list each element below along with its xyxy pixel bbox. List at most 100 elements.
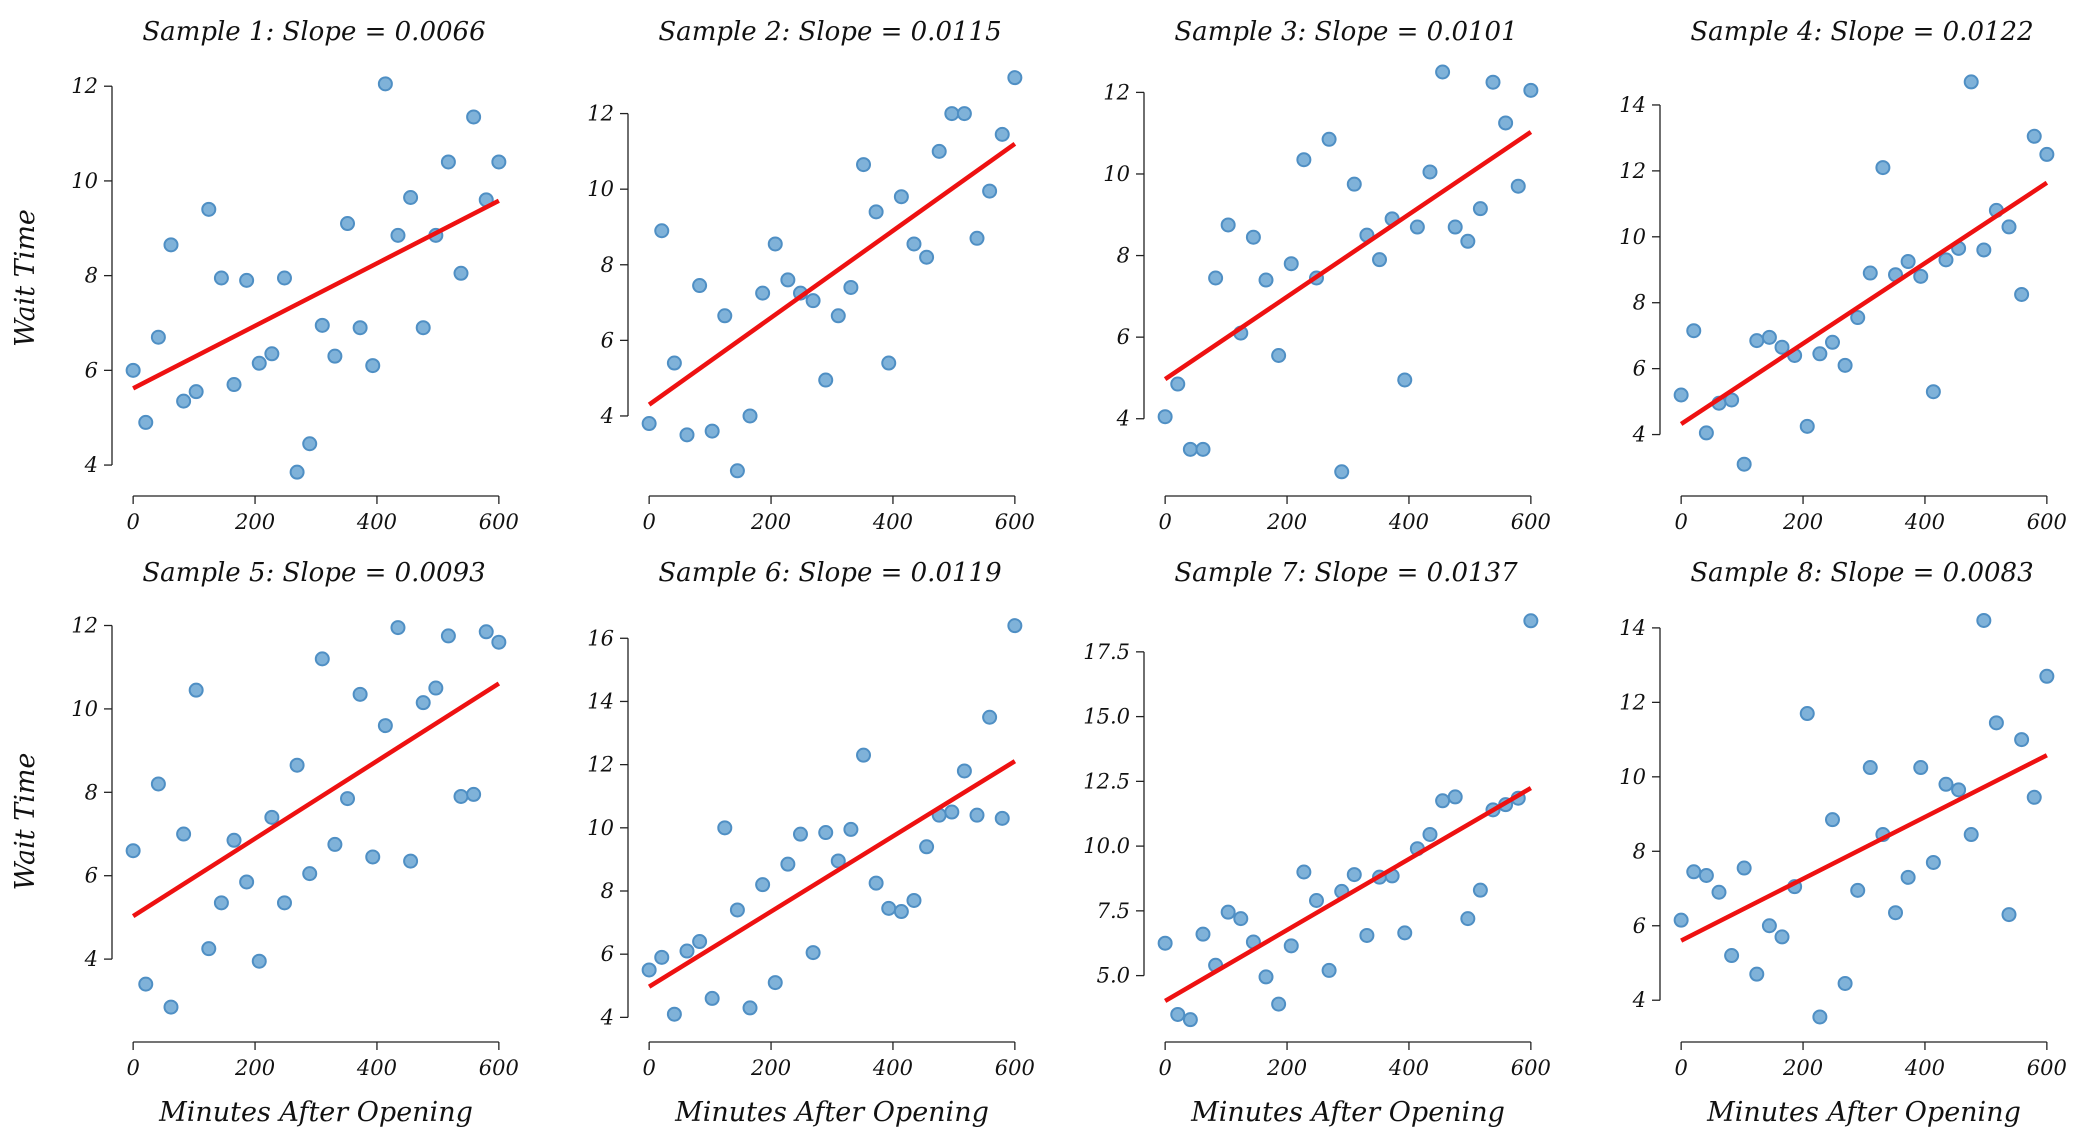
data-point xyxy=(692,934,708,950)
data-point xyxy=(1447,219,1463,235)
data-point xyxy=(2014,732,2030,748)
data-point xyxy=(213,895,229,911)
data-point xyxy=(352,686,368,702)
data-point xyxy=(1523,82,1539,98)
x-tick-label: 0 xyxy=(642,1056,655,1080)
data-point xyxy=(906,236,922,252)
subplot-title: Sample 3: Slope = 0.0101 xyxy=(1174,17,1517,47)
data-point xyxy=(881,355,897,371)
data-point xyxy=(1409,219,1425,235)
y-tick-label: 12 xyxy=(1619,690,1646,714)
x-tick-label: 400 xyxy=(1388,1056,1429,1080)
subplot-8: Sample 8: Slope = 0.0083 4 6 8 10 12 14 0 200 400… xyxy=(1619,558,2067,1128)
data-point xyxy=(125,362,141,378)
data-point xyxy=(466,786,482,802)
data-point xyxy=(1736,456,1752,472)
data-point xyxy=(1321,962,1337,978)
data-point xyxy=(1258,272,1274,288)
y-tick-label: 8 xyxy=(1633,291,1646,315)
subplot-3: Sample 3: Slope = 0.0101 4 6 8 10 12 0 200 400 60… xyxy=(1103,17,1551,534)
subplot-title: Sample 1: Slope = 0.0066 xyxy=(142,17,485,47)
x-tick-label: 0 xyxy=(126,510,139,534)
data-point xyxy=(641,962,657,978)
data-point xyxy=(2039,668,2055,684)
data-point xyxy=(340,791,356,807)
regression-line xyxy=(1679,180,2049,426)
data-point xyxy=(1485,74,1501,90)
data-point xyxy=(1170,376,1186,392)
data-point xyxy=(767,236,783,252)
data-point xyxy=(352,320,368,336)
data-point xyxy=(138,976,154,992)
data-point xyxy=(1686,864,1702,880)
data-point xyxy=(1460,911,1476,927)
data-point xyxy=(856,157,872,173)
y-tick-label: 10 xyxy=(71,697,98,721)
y-tick-label: 6 xyxy=(1633,914,1646,938)
data-point xyxy=(1774,339,1790,355)
x-tick-label: 400 xyxy=(1904,510,1945,534)
y-tick-label: 4 xyxy=(1632,423,1646,447)
data-point xyxy=(2001,907,2017,923)
data-point xyxy=(1283,938,1299,954)
x-tick-label: 0 xyxy=(126,1056,139,1080)
y-tick-label: 12 xyxy=(1619,159,1646,183)
data-point xyxy=(906,892,922,908)
data-point xyxy=(403,853,419,869)
data-point xyxy=(931,143,947,159)
data-point xyxy=(428,680,444,696)
data-point xyxy=(176,826,192,842)
y-tick-label: 10 xyxy=(1619,765,1646,789)
x-tick-label: 0 xyxy=(1674,510,1687,534)
data-point xyxy=(1774,929,1790,945)
data-point xyxy=(163,999,179,1015)
x-tick-label: 200 xyxy=(1782,510,1823,534)
data-point xyxy=(302,866,318,882)
data-point xyxy=(1182,441,1198,457)
data-point xyxy=(163,237,179,253)
x-axis-label: Minutes After Opening xyxy=(158,1097,473,1128)
regression-line xyxy=(132,198,500,391)
data-point xyxy=(365,358,381,374)
data-point xyxy=(1749,966,1765,982)
y-tick-label: 14 xyxy=(587,689,614,713)
subplot-title: Sample 4: Slope = 0.0122 xyxy=(1690,17,2033,47)
data-point xyxy=(138,414,154,430)
data-point xyxy=(264,809,280,825)
subplot-title: Sample 8: Slope = 0.0083 xyxy=(1690,558,2033,588)
data-point xyxy=(956,763,972,779)
y-tick-label: 15.0 xyxy=(1083,705,1130,729)
data-point xyxy=(1220,904,1236,920)
y-tick-label: 6 xyxy=(601,328,614,352)
y-tick-label: 12.5 xyxy=(1083,769,1130,793)
data-point xyxy=(704,990,720,1006)
x-tick-label: 400 xyxy=(356,510,397,534)
data-point xyxy=(1913,760,1929,776)
data-point xyxy=(264,346,280,362)
data-point xyxy=(994,126,1010,142)
data-point xyxy=(704,423,720,439)
y-tick-label: 8 xyxy=(601,253,614,277)
subplot-5: Sample 5: Slope = 0.0093 4 6 8 10 12 0 200 400 60… xyxy=(10,558,519,1128)
y-tick-label: 10 xyxy=(1619,225,1646,249)
data-point xyxy=(717,308,733,324)
y-tick-label: 10 xyxy=(587,816,614,840)
data-point xyxy=(1862,760,1878,776)
x-axis-label: Minutes After Opening xyxy=(674,1097,989,1128)
data-point xyxy=(843,821,859,837)
data-point xyxy=(1761,918,1777,934)
data-point xyxy=(276,895,292,911)
data-point xyxy=(994,810,1010,826)
data-point xyxy=(1157,409,1173,425)
x-tick-label: 400 xyxy=(1388,510,1429,534)
data-point xyxy=(755,285,771,301)
x-tick-label: 600 xyxy=(479,1056,519,1080)
data-point xyxy=(692,278,708,294)
data-point xyxy=(377,718,393,734)
data-point xyxy=(289,757,305,773)
x-tick-label: 200 xyxy=(1266,510,1307,534)
data-point xyxy=(1938,252,1954,268)
x-tick-label: 600 xyxy=(2027,1056,2067,1080)
data-point xyxy=(792,826,808,842)
